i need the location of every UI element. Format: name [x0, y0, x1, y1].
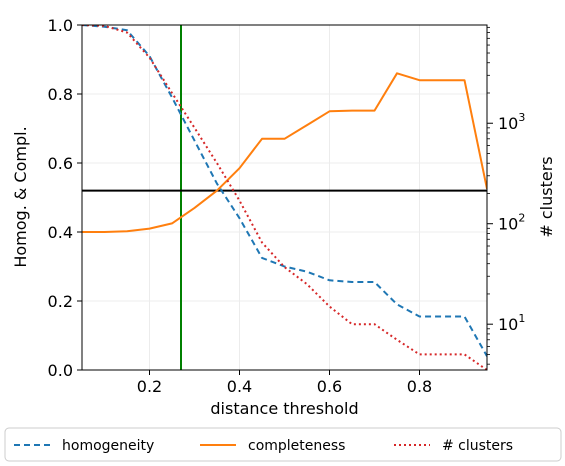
- y-tick-label: 0.6: [48, 154, 73, 173]
- x-tick-label: 0.4: [227, 377, 252, 396]
- y-axis-ticks: 0.0 0.2 0.4 0.6 0.8 1.0: [48, 16, 82, 380]
- y-axis-title: Homog. & Compl.: [11, 126, 30, 267]
- legend-label: completeness: [248, 438, 345, 454]
- series-line-clusters: [82, 25, 487, 370]
- y2-tick-label: 101: [498, 312, 525, 334]
- y-tick-label: 0.2: [48, 292, 73, 311]
- series-line-homogeneity: [82, 25, 487, 357]
- x-tick-label: 0.2: [137, 377, 162, 396]
- plot-frame: [81, 24, 488, 371]
- x-axis-ticks: 0.2 0.4 0.6 0.8: [137, 370, 432, 396]
- grid: [82, 24, 487, 371]
- y2-axis-title: # clusters: [537, 156, 556, 237]
- series-lines: [82, 25, 487, 370]
- series-line-completeness: [82, 72, 487, 233]
- y2-tick-label: 102: [498, 212, 525, 234]
- x-tick-label: 0.8: [407, 377, 432, 396]
- legend: homogeneity completeness # clusters: [4, 427, 562, 462]
- y-tick-label: 0.8: [48, 85, 73, 104]
- legend-label: homogeneity: [62, 438, 154, 454]
- legend-frame: [4, 427, 562, 462]
- y-tick-label: 1.0: [48, 16, 73, 35]
- reference-lines: [82, 25, 487, 370]
- y2-tick-label: 103: [498, 111, 525, 133]
- x-tick-label: 0.6: [317, 377, 342, 396]
- y-tick-label: 0.0: [48, 361, 73, 380]
- y-tick-label: 0.4: [48, 223, 73, 242]
- y2-axis-ticks: 101 102 103: [487, 26, 525, 365]
- legend-label: # clusters: [442, 438, 513, 454]
- x-axis-title: distance threshold: [210, 399, 358, 418]
